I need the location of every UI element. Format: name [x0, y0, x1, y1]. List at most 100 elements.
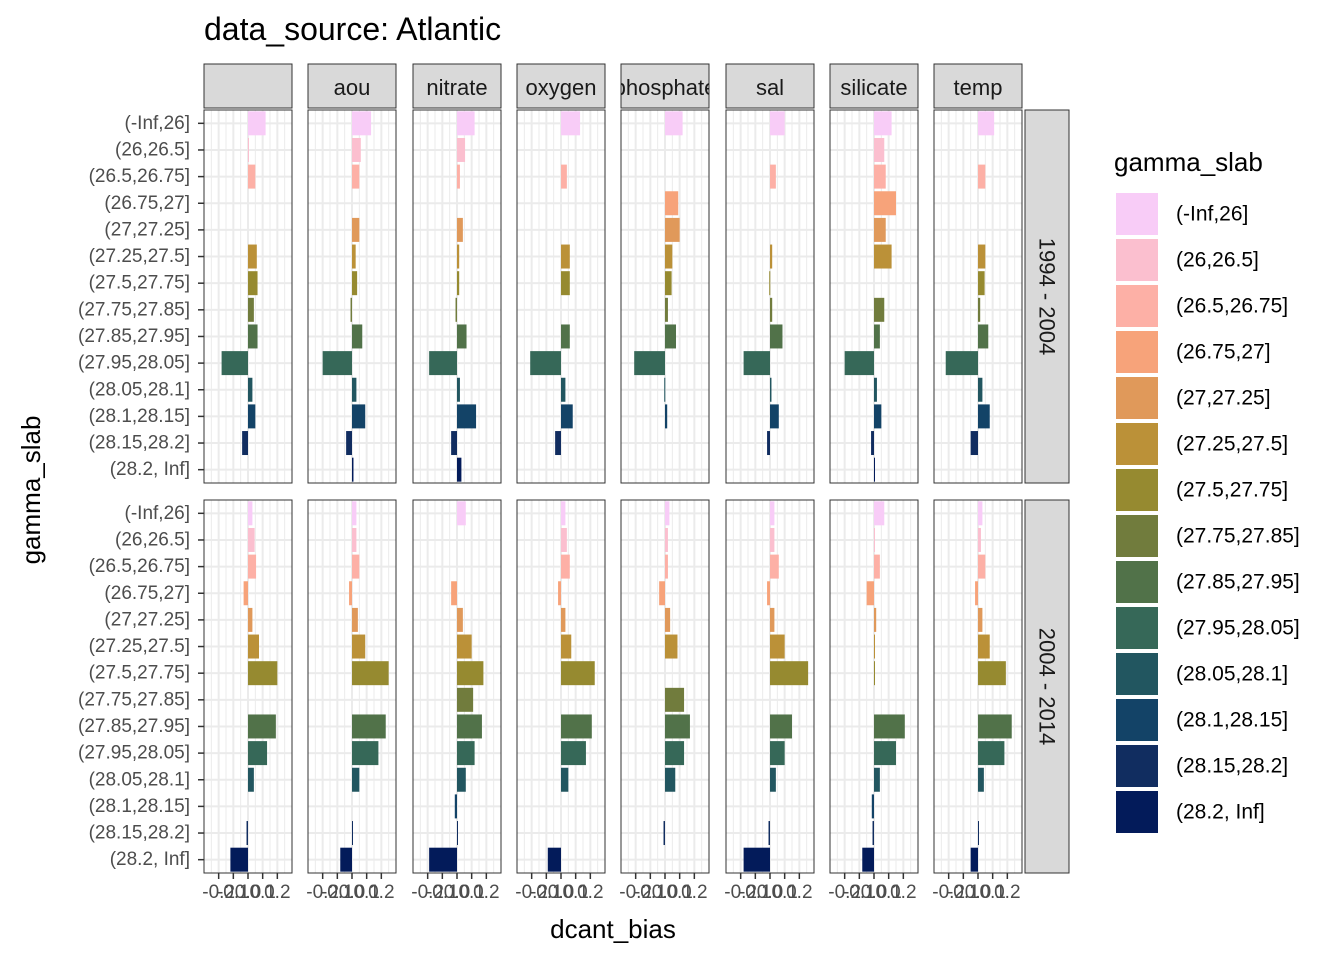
x-axis-label: dcant_bias: [550, 914, 676, 944]
x-tick-label: -0.2: [619, 882, 652, 903]
x-tick-label: 0.0: [652, 882, 678, 903]
bar: [248, 714, 276, 739]
facet-row-label-2: 2004 - 2014: [1035, 628, 1060, 745]
bar: [352, 324, 363, 349]
legend-swatch: [1116, 423, 1158, 465]
x-tick-label: -0.1: [739, 882, 772, 903]
y-tick-label: (26,26.5]: [115, 139, 190, 160]
bar: [352, 527, 357, 552]
legend-swatch: [1116, 791, 1158, 833]
facet-row-label-1: 1994 - 2004: [1035, 238, 1060, 355]
bar: [248, 634, 259, 659]
bar: [352, 457, 354, 482]
bar: [743, 847, 770, 872]
x-tick-label: -0.2: [515, 882, 548, 903]
bar: [767, 431, 770, 456]
bar: [561, 244, 570, 269]
bar: [561, 741, 586, 766]
bar: [352, 217, 360, 242]
bar: [457, 741, 475, 766]
facet-row-strip-1: [1024, 109, 1070, 484]
x-tick-label: 0.0: [861, 882, 887, 903]
bar: [665, 324, 676, 349]
facet-label-nitrate: nitrate: [426, 75, 487, 100]
bar: [352, 634, 366, 659]
y-tick-label: (27.85,27.95]: [78, 326, 190, 347]
bar: [945, 351, 978, 376]
bar: [248, 607, 253, 632]
bar: [665, 217, 680, 242]
bar: [978, 377, 983, 402]
legend-swatch: [1116, 469, 1158, 511]
bar: [455, 297, 457, 322]
panel-border: [725, 109, 815, 484]
bar: [457, 324, 467, 349]
bar: [248, 164, 256, 189]
bar: [770, 244, 773, 269]
legend-label: (27.5,27.75]: [1176, 479, 1288, 502]
bar: [561, 111, 581, 136]
x-tick-label: 0.0: [235, 882, 261, 903]
x-tick-label: -0.1: [634, 882, 667, 903]
bar: [322, 351, 352, 376]
bar: [770, 501, 775, 526]
bar: [248, 271, 258, 296]
bar: [451, 581, 457, 606]
x-tick-label: 0.2: [577, 882, 603, 903]
bar: [770, 554, 779, 579]
bar: [978, 661, 1006, 686]
facet-strip-oxygen: [516, 63, 606, 109]
bar: [770, 607, 775, 632]
bar: [352, 244, 356, 269]
bar: [454, 794, 457, 819]
bar: [874, 191, 896, 216]
panel-border: [620, 109, 710, 484]
bar: [874, 137, 885, 162]
bar: [978, 607, 983, 632]
facet-label-sal: sal: [756, 75, 784, 100]
bar: [352, 554, 360, 579]
legend-label: (27.75,27.85]: [1176, 525, 1300, 548]
bar: [663, 821, 665, 846]
legend-label: (28.15,28.2]: [1176, 755, 1288, 778]
bar: [352, 111, 372, 136]
bar: [874, 661, 875, 686]
x-tick-label: 0.1: [249, 882, 275, 903]
bar: [248, 111, 266, 136]
legend-swatch: [1116, 285, 1158, 327]
panel-border: [516, 109, 606, 484]
bar: [561, 554, 570, 579]
legend-label: (28.2, Inf]: [1176, 801, 1265, 824]
x-tick-label: 0.2: [473, 882, 499, 903]
bar: [770, 714, 792, 739]
legend-swatch: [1116, 331, 1158, 373]
y-tick-label: (28.15,28.2]: [89, 433, 190, 454]
bar: [346, 431, 352, 456]
bar: [561, 714, 592, 739]
bar: [874, 164, 886, 189]
bar: [352, 137, 361, 162]
bar: [978, 404, 990, 429]
x-tick-label: -0.2: [306, 882, 339, 903]
facet-strip-blank: [203, 63, 293, 109]
y-tick-label: (27.95,28.05]: [78, 743, 190, 764]
bar: [874, 501, 885, 526]
bar: [874, 714, 905, 739]
x-tick-label: 0.1: [562, 882, 588, 903]
bar: [457, 714, 482, 739]
y-tick-label: (26.75,27]: [104, 583, 190, 604]
panel-border: [829, 109, 919, 484]
bar: [978, 501, 983, 526]
legend-label: (28.1,28.15]: [1176, 709, 1288, 732]
facet-label-temp: temp: [954, 75, 1003, 100]
bar: [770, 297, 773, 322]
legend-swatch: [1116, 377, 1158, 419]
legend-swatch: [1116, 607, 1158, 649]
x-tick-label: -0.1: [321, 882, 354, 903]
bar: [243, 581, 248, 606]
x-tick-label: -0.2: [932, 882, 965, 903]
legend-label: (27.95,28.05]: [1176, 617, 1300, 640]
bar: [665, 297, 668, 322]
bar: [340, 847, 352, 872]
bar: [665, 741, 685, 766]
